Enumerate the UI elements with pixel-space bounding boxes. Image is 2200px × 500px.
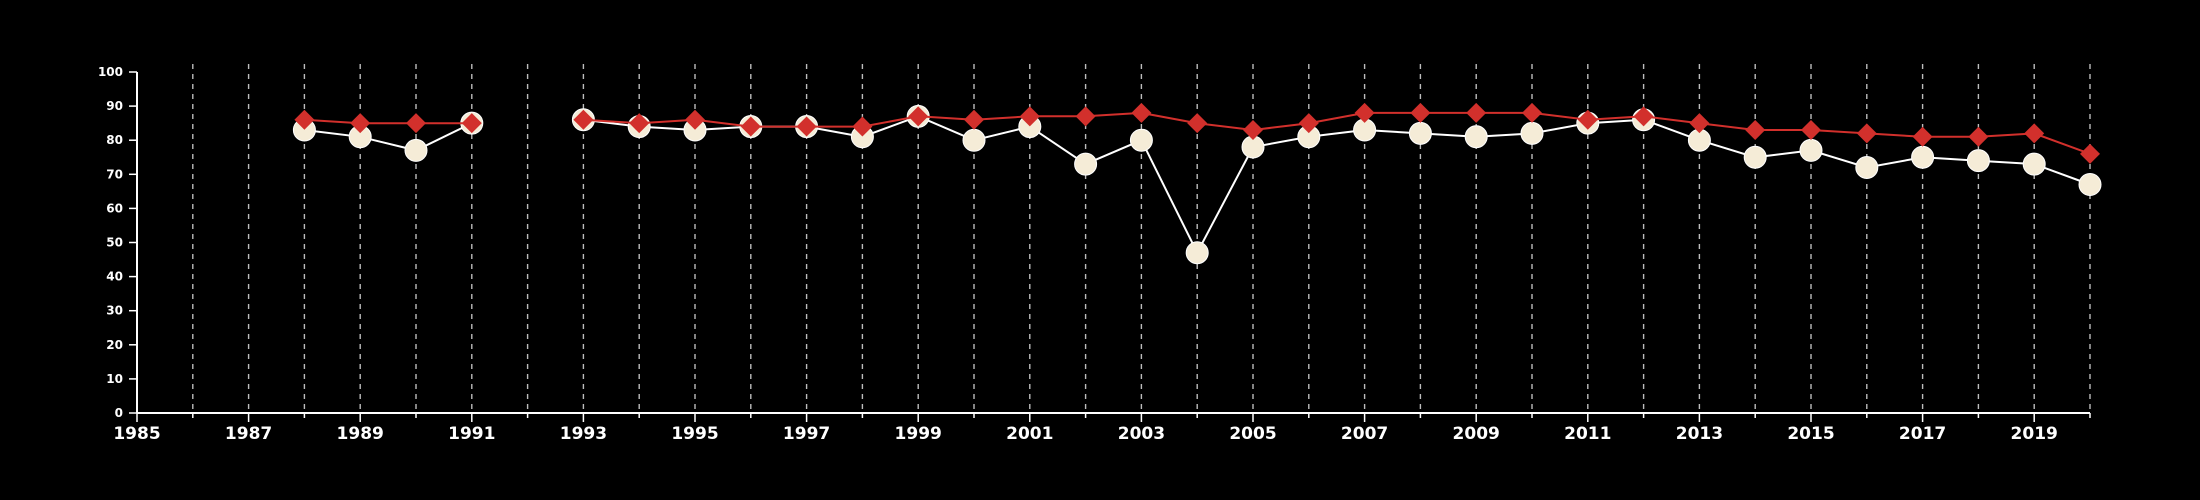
point-circle-2019 [2022, 152, 2046, 176]
point-diamond-1989 [350, 113, 371, 134]
point-circle-2002 [1074, 152, 1098, 176]
point-circle-2014 [1743, 145, 1767, 169]
point-diamond-1988 [294, 109, 315, 130]
x-tick-label-1985: 1985 [113, 424, 160, 444]
y-tick-label-90: 90 [106, 99, 123, 113]
point-circle-2004 [1185, 241, 1209, 265]
point-diamond-2008 [1410, 102, 1431, 123]
point-diamond-2020 [2080, 143, 2100, 164]
series-circle-line-1 [583, 115, 2091, 255]
point-diamond-1994 [629, 113, 650, 134]
point-diamond-1998 [852, 116, 873, 137]
point-diamond-2001 [1019, 106, 1040, 127]
y-tick-label-50: 50 [106, 236, 123, 250]
x-tick-label-2001: 2001 [1006, 424, 1053, 444]
series-diamond-line-0 [304, 118, 472, 125]
point-diamond-2009 [1466, 102, 1487, 123]
x-tick-label-1987: 1987 [225, 424, 272, 444]
y-tick-label-60: 60 [106, 201, 123, 215]
x-tick-label-1991: 1991 [448, 424, 495, 444]
point-diamond-2003 [1131, 102, 1152, 123]
point-circle-2016 [1855, 155, 1879, 179]
y-tick-label-70: 70 [106, 167, 123, 181]
point-diamond-1995 [685, 109, 705, 130]
y-tick-label-100: 100 [98, 65, 123, 79]
point-diamond-2018 [1968, 126, 1989, 147]
point-circle-2008 [1408, 121, 1432, 145]
x-tick-label-2005: 2005 [1229, 424, 1276, 444]
point-diamond-2016 [1856, 123, 1877, 144]
point-diamond-2019 [2024, 123, 2045, 144]
point-diamond-1999 [908, 106, 929, 127]
y-tick-label-40: 40 [106, 270, 123, 284]
point-diamond-2010 [1522, 102, 1542, 123]
point-diamond-1997 [796, 116, 817, 137]
point-circle-2003 [1129, 128, 1153, 152]
x-tick-label-1999: 1999 [895, 424, 942, 444]
point-diamond-2005 [1243, 119, 1263, 140]
x-tick-label-1989: 1989 [337, 424, 384, 444]
point-circle-2009 [1464, 125, 1488, 149]
point-circle-2000 [962, 128, 986, 152]
point-diamond-2017 [1912, 126, 1933, 147]
series-circle-line-0 [304, 122, 473, 152]
point-diamond-2012 [1633, 106, 1654, 127]
y-tick-label-20: 20 [106, 338, 123, 352]
point-diamond-2000 [964, 109, 984, 130]
y-tick-label-80: 80 [106, 133, 123, 147]
x-tick-label-1995: 1995 [671, 424, 718, 444]
point-diamond-1996 [740, 116, 761, 137]
point-circle-2020 [2078, 173, 2102, 197]
point-diamond-2015 [1801, 119, 1821, 140]
y-tick-label-0: 0 [115, 406, 123, 420]
point-diamond-1993 [573, 109, 594, 130]
y-tick-label-10: 10 [106, 372, 123, 386]
x-tick-label-2013: 2013 [1676, 424, 1723, 444]
point-circle-2017 [1911, 145, 1935, 169]
point-circle-2015 [1799, 138, 1823, 162]
point-diamond-2013 [1689, 113, 1710, 134]
series-diamond [294, 102, 2100, 164]
point-diamond-2004 [1187, 113, 1208, 134]
point-circle-2010 [1520, 121, 1544, 145]
y-tick-label-30: 30 [106, 304, 123, 318]
point-circle-1990 [404, 138, 428, 162]
x-tick-label-2017: 2017 [1899, 424, 1946, 444]
x-tick-label-2007: 2007 [1341, 424, 1388, 444]
x-tick-label-2011: 2011 [1564, 424, 1611, 444]
x-tick-label-2015: 2015 [1787, 424, 1834, 444]
series-group [292, 102, 2102, 265]
point-diamond-2011 [1577, 109, 1598, 130]
point-diamond-1990 [406, 113, 426, 134]
x-tick-label-2003: 2003 [1118, 424, 1165, 444]
point-diamond-1991 [461, 113, 482, 134]
point-diamond-2002 [1075, 106, 1096, 127]
point-diamond-2014 [1745, 119, 1766, 140]
point-circle-2018 [1966, 149, 1990, 173]
x-tick-label-2009: 2009 [1453, 424, 1500, 444]
point-diamond-2007 [1354, 102, 1375, 123]
series-diamond-line-1 [583, 111, 2091, 155]
x-tick-label-1997: 1997 [783, 424, 830, 444]
grid [192, 64, 2091, 413]
axes: 0 10 20 30 40 50 60 70 80 90 100 1985 1987 1989 1991 19… [98, 65, 2091, 444]
point-diamond-2006 [1298, 113, 1319, 134]
x-tick-label-2019: 2019 [2011, 424, 2058, 444]
x-tick-label-1993: 1993 [560, 424, 607, 444]
